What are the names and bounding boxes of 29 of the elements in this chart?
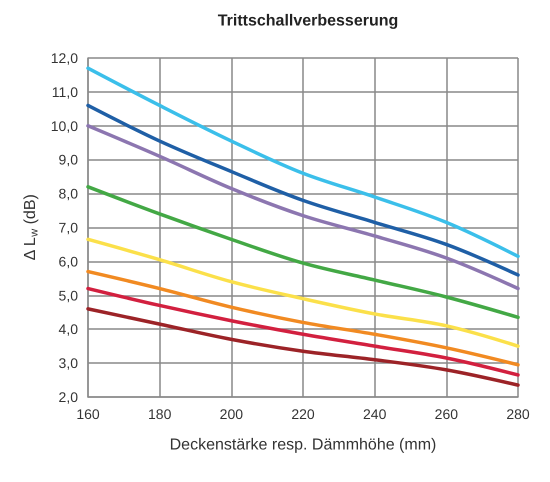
y-tick-label: 2,0 (58, 389, 78, 405)
x-tick-label: 240 (362, 406, 387, 422)
x-tick-label: 160 (76, 406, 100, 422)
x-tick-label: 280 (506, 406, 530, 422)
line-series (86, 307, 520, 387)
y-tick-label: 10,0 (50, 118, 78, 134)
line-series (86, 238, 520, 348)
x-tick-label: 220 (291, 406, 315, 422)
y-axis-title: Δ Lw (dB) (22, 194, 40, 260)
x-tick-label: 180 (148, 406, 172, 422)
y-tick-label: 4,0 (58, 321, 78, 338)
y-tick-label: 3,0 (58, 355, 78, 372)
y-tick-label: 9,0 (58, 152, 78, 168)
y-tick-label: 11,0 (52, 84, 78, 100)
line-series (86, 270, 520, 367)
line-series (86, 185, 520, 320)
x-tick-label: 200 (220, 406, 244, 422)
line-series (86, 104, 520, 277)
x-axis-title: Deckenstärke resp. Dämmhöhe (mm) (170, 436, 436, 454)
line-series (86, 66, 520, 258)
y-tick-label: 5,0 (58, 287, 78, 304)
x-tick-label: 260 (434, 406, 458, 422)
line-series (86, 286, 520, 377)
line-series (86, 124, 520, 290)
chart-title: Trittschallverbesserung (218, 12, 398, 30)
y-tick-label: 12,0 (50, 50, 78, 66)
y-tick-label: 6,0 (58, 253, 78, 270)
y-tick-label: 8,0 (58, 186, 78, 202)
y-tick-label: 7,0 (58, 220, 78, 236)
